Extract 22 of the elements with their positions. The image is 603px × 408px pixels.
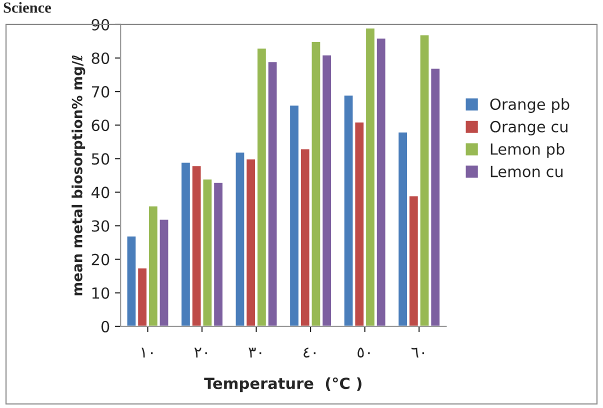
y-tick-label: 20 bbox=[92, 254, 110, 266]
x-axis-title: Temperature (°C ) bbox=[204, 377, 362, 392]
legend-label: Lemon pb bbox=[490, 143, 564, 158]
x-tick-label: ٤٠ bbox=[304, 348, 316, 358]
y-tick-label: 50 bbox=[92, 153, 110, 165]
x-tick-label: ١٠ bbox=[142, 348, 153, 358]
y-axis-title: mean metal biosorption% mg/ℓ bbox=[72, 55, 86, 296]
x-tick-label: ٢٠ bbox=[194, 348, 207, 358]
x-tick-label: ٥٠ bbox=[358, 348, 370, 358]
y-tick-label: 60 bbox=[92, 120, 110, 132]
y-tick-label: 40 bbox=[91, 186, 110, 198]
y-tick-label: 10 bbox=[92, 287, 110, 299]
text: Science bbox=[4, 2, 51, 13]
y-tick-label: 30 bbox=[92, 220, 110, 232]
legend-label: Orange cu bbox=[490, 120, 568, 136]
legend-label: Lemon cu bbox=[490, 166, 563, 178]
y-tick-label: 80 bbox=[92, 52, 110, 64]
x-tick-label: ٦٠ bbox=[412, 348, 424, 358]
y-tick-label: 0 bbox=[101, 320, 110, 332]
y-tick-label: 70 bbox=[92, 86, 110, 98]
legend-label: Orange pb bbox=[490, 98, 570, 113]
x-tick-label: ٣٠ bbox=[248, 348, 262, 358]
